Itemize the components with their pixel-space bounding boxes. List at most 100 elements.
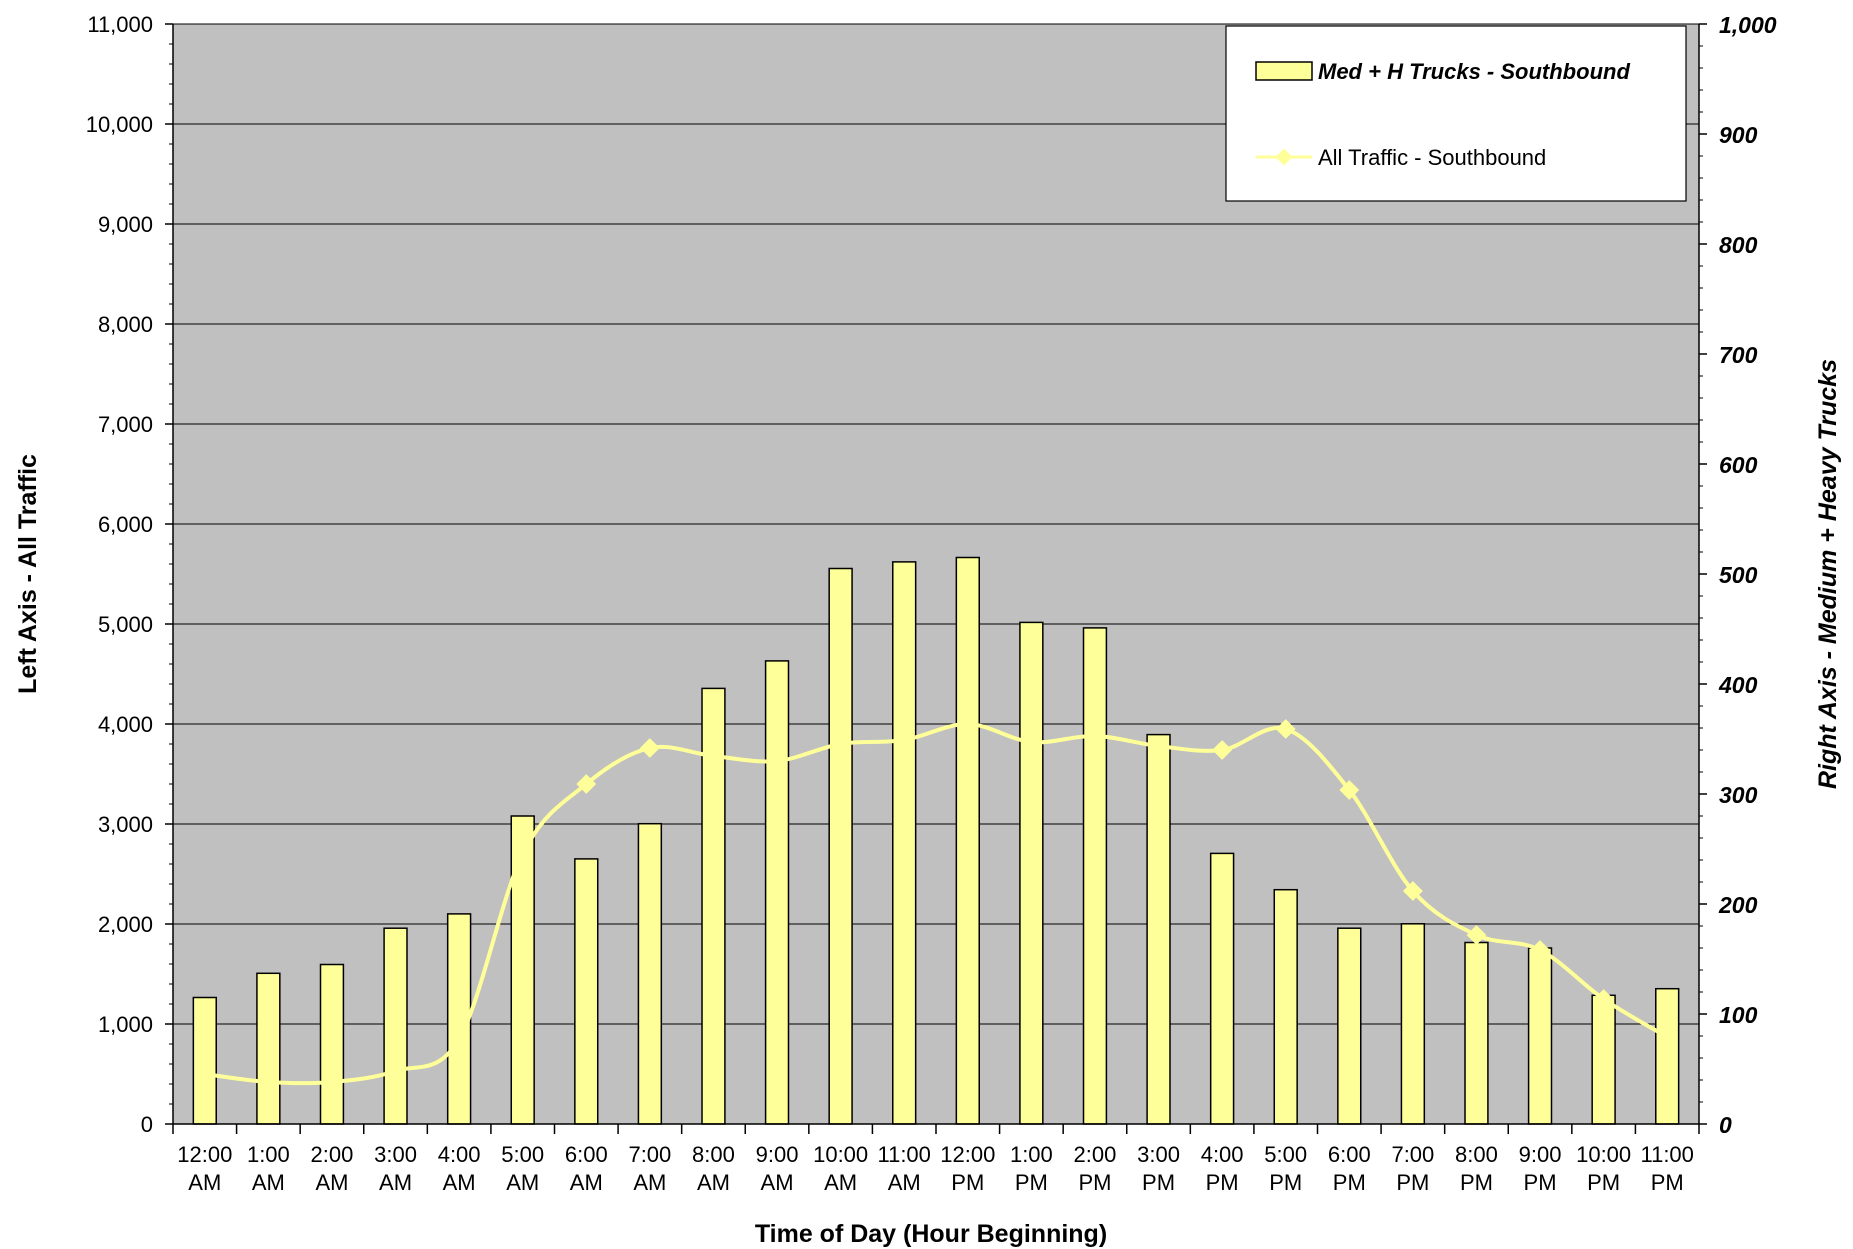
bar <box>383 927 408 1125</box>
x-tick-label: 8:00 <box>692 1142 735 1167</box>
x-tick-label: PM <box>1078 1170 1111 1195</box>
line-marker <box>576 774 597 794</box>
line-marker <box>258 1072 279 1092</box>
x-tick-label: PM <box>1142 1170 1175 1195</box>
bar <box>1655 987 1680 1125</box>
x-tick-label: AM <box>697 1170 730 1195</box>
x-tick-label: AM <box>188 1170 221 1195</box>
x-tick-label: PM <box>1524 1170 1557 1195</box>
left-tick-label: 8,000 <box>98 312 153 337</box>
bar <box>1273 888 1298 1125</box>
line-marker <box>830 734 851 754</box>
line-marker <box>639 738 660 758</box>
bar <box>1082 627 1108 1125</box>
bar <box>1209 852 1235 1125</box>
x-tick-label: PM <box>1587 1170 1620 1195</box>
bar <box>1464 941 1489 1125</box>
right-tick-label: 800 <box>1719 232 1758 258</box>
right-tick-label: 100 <box>1719 1002 1758 1028</box>
right-tick-label: 600 <box>1719 452 1758 478</box>
left-tick-label: 9,000 <box>98 212 153 237</box>
bar <box>1591 994 1616 1125</box>
x-tick-label: AM <box>570 1170 603 1195</box>
line-marker <box>1085 726 1105 746</box>
legend-bar-swatch <box>1255 61 1313 81</box>
right-tick-label: 500 <box>1719 562 1758 588</box>
bar <box>828 567 853 1125</box>
bar <box>892 561 917 1125</box>
x-tick-label: PM <box>1269 1170 1302 1195</box>
x-tick-label: 10:00 <box>813 1142 868 1167</box>
right-tick-label: 200 <box>1718 892 1758 918</box>
x-tick-label: 7:00 <box>1391 1142 1434 1167</box>
line-marker <box>1021 732 1042 752</box>
x-tick-label: 12:00 <box>940 1142 995 1167</box>
x-tick-label: PM <box>951 1170 984 1195</box>
x-tick-label: 1:00 <box>1010 1142 1053 1167</box>
x-axis-ticks: 12:00 AM 1:00 AM 2:00 AM 3:00 AM 4:00 AM 5:00 AM 6:0… <box>172 1124 1700 1195</box>
right-tick-label: 1,000 <box>1719 12 1777 38</box>
x-tick-label: 7:00 <box>628 1142 671 1167</box>
left-tick-label: 10,000 <box>86 112 153 137</box>
left-tick-label: 0 <box>141 1112 153 1137</box>
x-tick-label: AM <box>252 1170 285 1195</box>
plot-area <box>172 23 1700 1125</box>
x-tick-label: 9:00 <box>756 1142 799 1167</box>
left-axis-ticks: 0 1,000 2,000 3,000 4,000 5,000 6,000 7,000 8,00… <box>86 12 173 1137</box>
x-tick-label: 2:00 <box>311 1142 354 1167</box>
x-tick-label: 10:00 <box>1576 1142 1631 1167</box>
legend-bar-label: Med + H Trucks - Southbound <box>1318 59 1630 84</box>
right-axis-title: Right Axis - Medium + Heavy Trucks <box>1814 359 1842 789</box>
bar <box>955 556 980 1125</box>
x-tick-label: AM <box>379 1170 412 1195</box>
x-tick-label: AM <box>888 1170 921 1195</box>
bar <box>764 660 790 1125</box>
line-marker <box>767 751 787 771</box>
x-tick-label: AM <box>761 1170 794 1195</box>
left-axis-title: Left Axis - All Traffic <box>14 454 42 694</box>
bar <box>1400 923 1426 1125</box>
line-marker <box>385 1061 406 1081</box>
line-marker <box>1275 719 1296 739</box>
bar <box>637 822 663 1125</box>
right-tick-label: 0 <box>1719 1112 1732 1138</box>
line-marker <box>1593 989 1614 1009</box>
right-tick-label: 900 <box>1719 122 1758 148</box>
x-tick-label: 6:00 <box>565 1142 608 1167</box>
x-tick-label: 3:00 <box>374 1142 417 1167</box>
left-tick-label: 7,000 <box>98 412 153 437</box>
x-tick-label: 5:00 <box>1264 1142 1307 1167</box>
line-marker <box>894 730 915 750</box>
line-marker <box>703 746 724 766</box>
x-tick-label: 11:00 <box>1640 1142 1693 1167</box>
x-tick-label: 3:00 <box>1137 1142 1180 1167</box>
x-tick-label: AM <box>506 1170 539 1195</box>
x-tick-label: 11:00 <box>877 1142 930 1167</box>
x-tick-label: AM <box>824 1170 857 1195</box>
legend-box <box>1225 25 1687 202</box>
line-marker <box>1212 740 1233 760</box>
x-tick-label: 8:00 <box>1455 1142 1498 1167</box>
x-tick-label: PM <box>1333 1170 1366 1195</box>
x-tick-label: PM <box>1460 1170 1493 1195</box>
x-tick-label: PM <box>1396 1170 1429 1195</box>
x-tick-label: AM <box>633 1170 666 1195</box>
x-tick-label: 12:00 <box>177 1142 232 1167</box>
x-tick-label: 1:00 <box>247 1142 290 1167</box>
line-marker <box>322 1072 342 1092</box>
x-tick-label: 9:00 <box>1519 1142 1562 1167</box>
x-tick-label: 2:00 <box>1074 1142 1117 1167</box>
left-tick-label: 2,000 <box>98 912 153 937</box>
legend-line-label: All Traffic - Southbound <box>1318 145 1546 170</box>
left-tick-label: 4,000 <box>98 712 153 737</box>
bar <box>1019 621 1044 1125</box>
line-marker <box>1339 780 1360 800</box>
line-marker <box>449 1029 470 1049</box>
x-tick-label: PM <box>1206 1170 1239 1195</box>
bar <box>1337 927 1362 1125</box>
x-tick-label: 5:00 <box>501 1142 544 1167</box>
line-marker <box>1530 940 1550 960</box>
line-marker <box>957 714 978 734</box>
bar <box>574 858 599 1125</box>
